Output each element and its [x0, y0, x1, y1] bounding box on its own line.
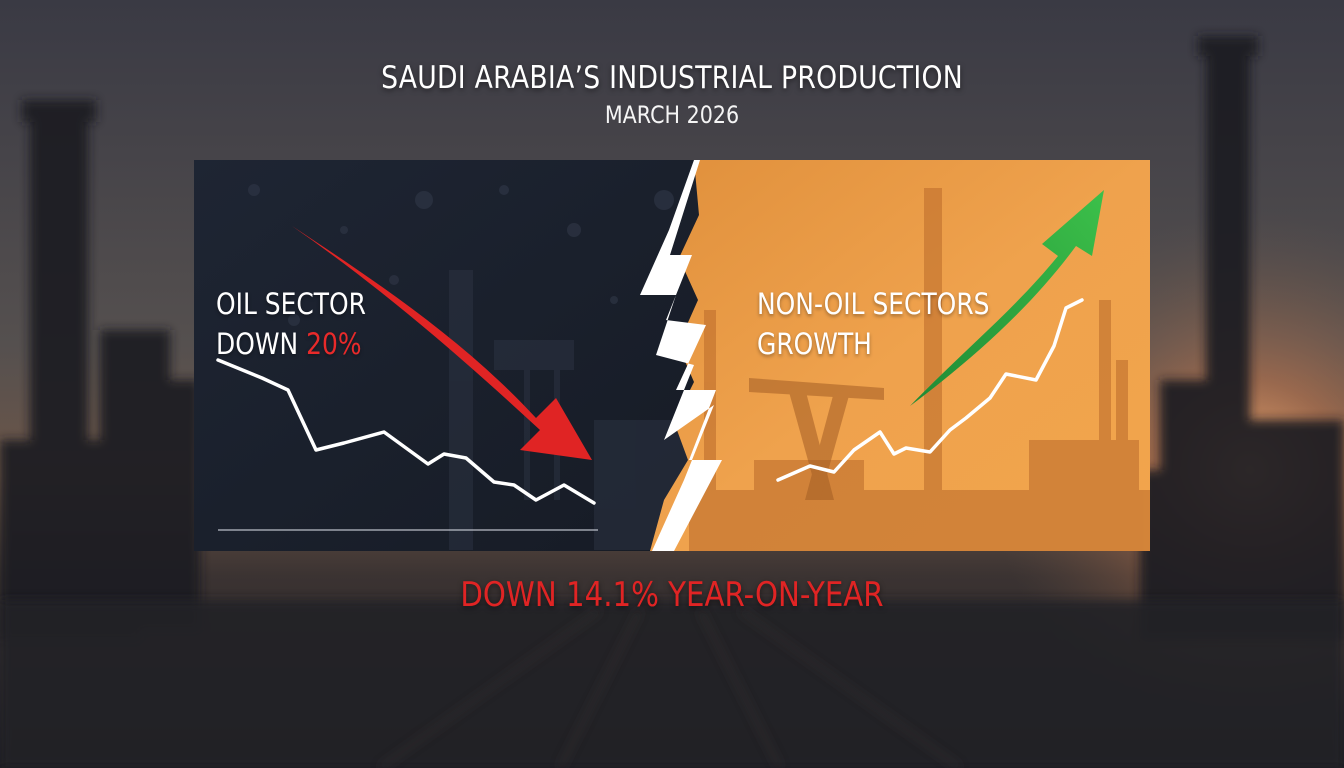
header: SAUDI ARABIA’S INDUSTRIAL PRODUCTION MAR… [0, 56, 1344, 130]
oil-sector-percent: 20% [306, 327, 362, 361]
non-oil-trend-line [776, 298, 1084, 482]
non-oil-line2: GROWTH [757, 327, 872, 361]
up-arrow-icon [910, 190, 1104, 406]
oil-sector-line2: DOWN 20% [216, 324, 366, 364]
page-title: SAUDI ARABIA’S INDUSTRIAL PRODUCTION [381, 60, 963, 96]
non-oil-line1: NON-OIL SECTORS [757, 287, 990, 321]
oil-sector-down-text: DOWN [216, 327, 307, 361]
page-subtitle: MARCH 2026 [604, 101, 740, 129]
oil-sector-line1: OIL SECTOR [216, 287, 367, 321]
non-oil-sectors-label: NON-OIL SECTORS GROWTH [757, 284, 989, 364]
non-oil-panel [650, 160, 1150, 551]
yoy-headline: DOWN 14.1% YEAR-ON-YEAR [460, 575, 884, 615]
oil-trend-line [216, 358, 596, 505]
oil-sector-label: OIL SECTOR DOWN 20% [216, 284, 366, 364]
down-arrow-icon [292, 226, 592, 460]
comparison-panel [194, 160, 1150, 551]
lightning-bolt-icon [640, 160, 722, 551]
